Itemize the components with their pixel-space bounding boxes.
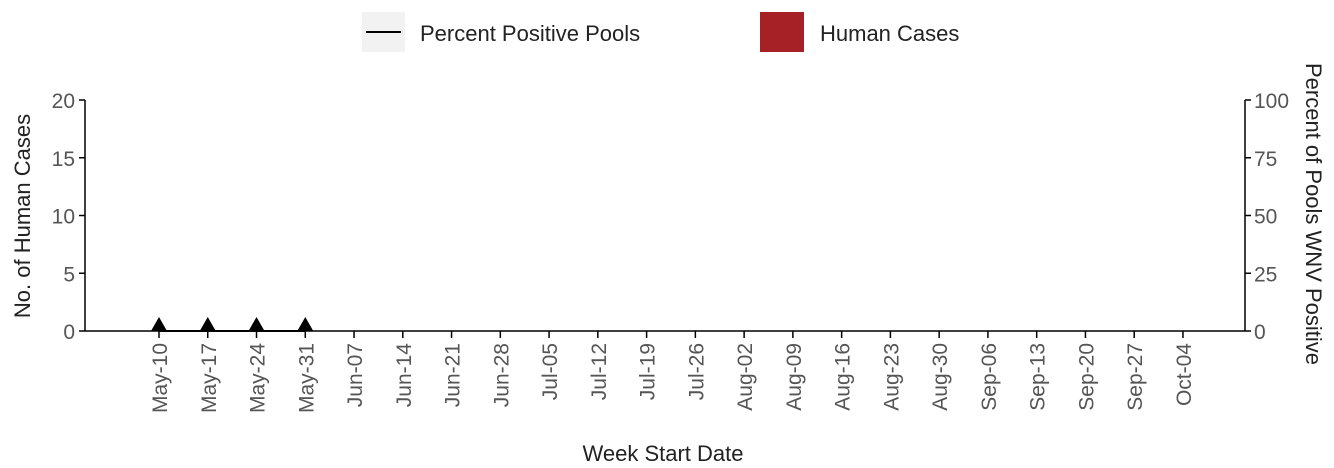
- x-tick-label: Jul-05: [539, 343, 562, 400]
- x-tick-label: Jun-28: [490, 343, 513, 407]
- y-axis-label: No. of Human Cases: [10, 114, 35, 318]
- y-tick-label: 15: [52, 148, 75, 171]
- x-tick-label: Aug-23: [880, 343, 903, 411]
- y2-tick-label: 25: [1254, 263, 1277, 286]
- x-tick-label: Jul-19: [637, 343, 660, 400]
- x-tick-label: May-17: [198, 343, 221, 413]
- x-tick-label: Sep-06: [978, 343, 1001, 411]
- x-tick-label: Jul-12: [588, 343, 611, 400]
- y-tick-label: 0: [63, 321, 75, 344]
- marker: [151, 317, 167, 331]
- legend-label: Percent Positive Pools: [420, 21, 640, 46]
- y-tick-label: 20: [52, 90, 75, 113]
- y-tick-label: 10: [52, 206, 75, 229]
- legend-bar-swatch: [760, 12, 804, 52]
- x-tick-label: Jun-07: [344, 343, 367, 407]
- x-tick-label: May-24: [247, 343, 270, 413]
- x-tick-label: Aug-09: [783, 343, 806, 411]
- y2-tick-label: 50: [1254, 206, 1277, 229]
- y2-tick-label: 75: [1254, 148, 1277, 171]
- x-tick-label: Sep-20: [1075, 343, 1098, 411]
- x-tick-label: Jun-14: [393, 343, 416, 408]
- y-tick-label: 5: [63, 263, 75, 286]
- y2-tick-label: 0: [1254, 321, 1266, 344]
- x-tick-label: Aug-30: [929, 343, 952, 411]
- x-tick-label: Jul-26: [685, 343, 708, 400]
- x-tick-label: May-10: [149, 343, 172, 413]
- x-axis-label: Week Start Date: [583, 441, 744, 466]
- marker: [199, 317, 216, 331]
- y2-tick-label: 100: [1254, 90, 1289, 113]
- x-tick-label: Sep-27: [1124, 343, 1147, 411]
- x-tick-label: Oct-04: [1173, 343, 1196, 406]
- x-tick-label: Aug-16: [832, 343, 855, 411]
- x-tick-label: Jun-21: [442, 343, 465, 407]
- x-tick-label: May-31: [295, 343, 318, 413]
- marker: [248, 317, 265, 331]
- y2-axis-label: Percent of Pools WNV Positive: [1301, 63, 1326, 365]
- legend-label: Human Cases: [820, 21, 959, 46]
- x-tick-label: Sep-13: [1027, 343, 1050, 411]
- x-tick-label: Aug-02: [734, 343, 757, 411]
- marker: [297, 317, 314, 331]
